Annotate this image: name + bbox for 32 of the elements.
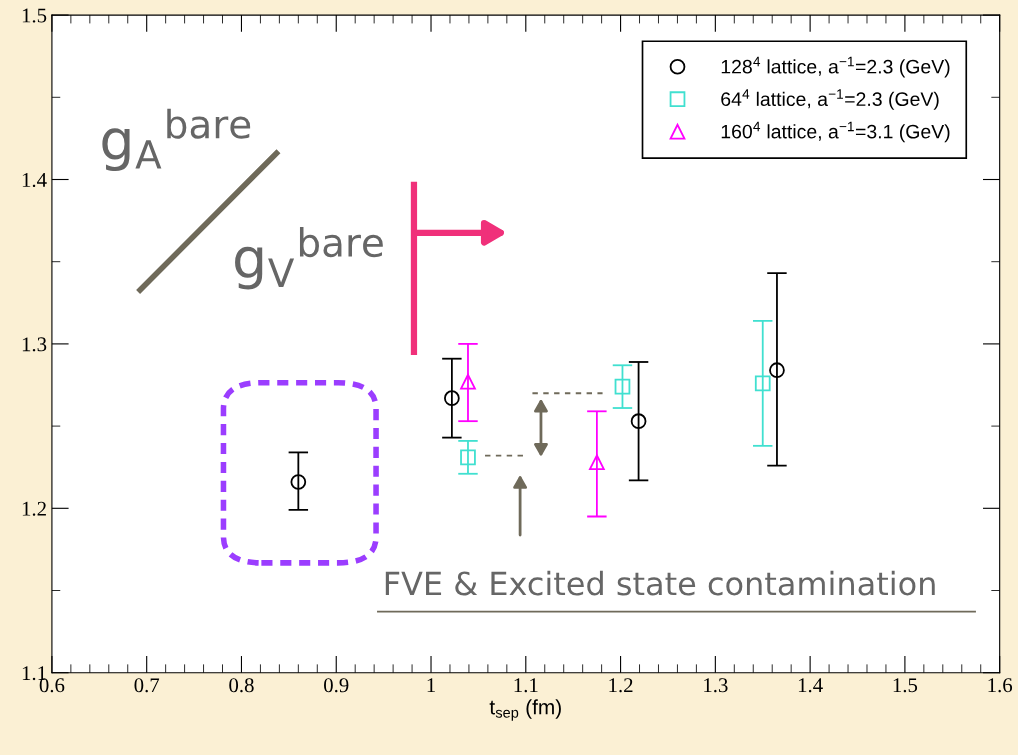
point xyxy=(769,362,785,379)
y-tick-label: 1.3 xyxy=(22,337,47,352)
x-tick-label: 0.9 xyxy=(324,678,349,693)
point xyxy=(460,373,476,390)
y-tick-label: 1.2 xyxy=(22,501,46,516)
point xyxy=(460,449,476,466)
legend-label: 128$^{4}$ lattice, a$^{−1}$=2.3 (GeV) xyxy=(721,56,950,78)
y-tick-label: 1.1 xyxy=(22,666,46,681)
x-tick-label: 0.8 xyxy=(229,678,254,693)
y-tick-label: 1.5 xyxy=(22,8,47,23)
legend-label: 64$^{4}$ lattice, a$^{−1}$=2.3 (GeV) xyxy=(721,89,939,110)
point xyxy=(290,474,307,490)
x-tick-label: 1 xyxy=(427,678,435,693)
x-tick-label: 1.2 xyxy=(609,678,633,693)
x-tick-label: 1.4 xyxy=(798,678,823,693)
x-tick-label: 1.3 xyxy=(704,678,728,693)
point xyxy=(754,375,771,392)
x-tick-label: 1.5 xyxy=(893,678,918,693)
annotation: g$_{V}$$^{bare}$ xyxy=(235,227,383,290)
annotation: g$_{A}$$^{bare}$ xyxy=(102,108,251,172)
annotation: FVE & Excited state contamination xyxy=(385,570,935,596)
x-tick-label: 0.6 xyxy=(39,678,65,693)
x-tick-label: 0.7 xyxy=(134,678,160,693)
point xyxy=(444,390,460,407)
y-tick-label: 1.4 xyxy=(22,172,47,188)
point xyxy=(589,454,605,471)
point xyxy=(630,413,647,430)
x-tick-label: 1.6 xyxy=(988,678,1013,693)
x-axis-title: t$_{sep}$ (fm) xyxy=(489,699,561,721)
legend-label: 160$^{4}$ lattice, a$^{−1}$=3.1 (GeV) xyxy=(721,121,950,143)
x-tick-label: 1.1 xyxy=(514,678,538,693)
point xyxy=(614,378,631,395)
